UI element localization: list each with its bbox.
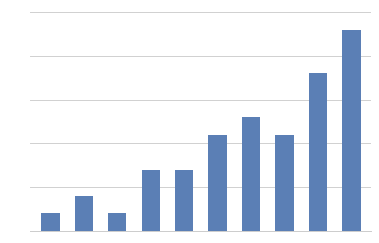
Bar (175, 170, 193, 231)
Bar (342, 30, 360, 231)
Bar (75, 196, 93, 231)
Bar (309, 73, 327, 231)
Bar (41, 213, 60, 231)
Bar (208, 135, 227, 231)
Bar (275, 135, 294, 231)
Bar (108, 213, 127, 231)
Bar (242, 117, 260, 231)
Bar (141, 170, 160, 231)
